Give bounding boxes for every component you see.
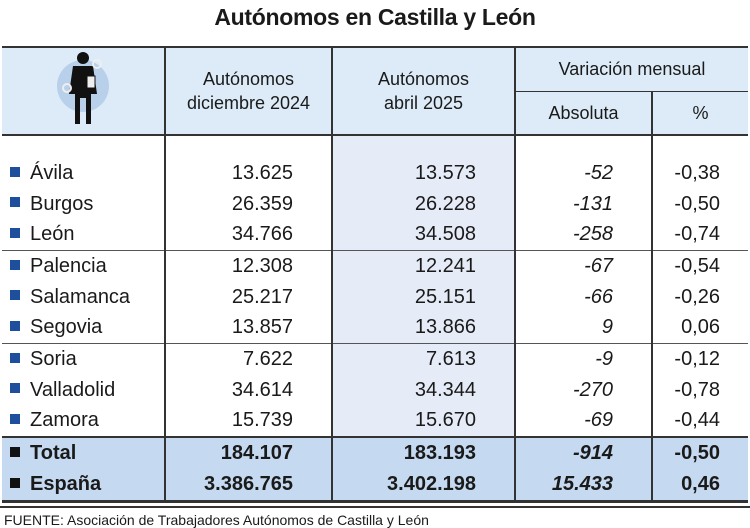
value-abr: 26.228 — [331, 188, 515, 220]
value-pct: 0,46 — [651, 469, 748, 504]
row-name: León — [30, 223, 75, 246]
bullet-icon — [10, 352, 20, 363]
row-name: Soria — [30, 347, 77, 370]
value-abs: -270 — [514, 374, 652, 406]
value-pct: -0,74 — [651, 219, 748, 252]
row-name: España — [30, 473, 102, 496]
value-dic: 15.739 — [164, 405, 332, 438]
total-row: España 3.386.765 3.402.198 15.433 0,46 — [2, 469, 748, 504]
value-abs: -66 — [514, 281, 652, 313]
bullet-icon — [10, 259, 20, 270]
row-name: Salamanca — [30, 285, 131, 308]
header-dic-2024: Autónomos diciembre 2024 — [164, 46, 332, 136]
value-pct: -0,54 — [651, 250, 748, 282]
header-pct: % — [651, 90, 748, 136]
table-row: Burgos 26.359 26.228 -131 -0,50 — [2, 188, 748, 220]
value-abs: -258 — [514, 219, 652, 252]
header-absoluta: Absoluta — [514, 90, 652, 136]
value-pct: -0,44 — [651, 405, 748, 438]
value-abr: 13.573 — [331, 135, 515, 189]
bullet-icon — [10, 383, 20, 394]
total-row: Total 184.107 183.193 -914 -0,50 — [2, 436, 748, 470]
row-name: Burgos — [30, 192, 94, 215]
value-abs: 15.433 — [514, 469, 652, 504]
bullet-icon — [10, 290, 20, 301]
bullet-icon — [10, 166, 20, 177]
bullet-icon — [10, 414, 20, 425]
value-dic: 34.766 — [164, 219, 332, 252]
value-pct: -0,78 — [651, 374, 748, 406]
value-dic: 13.625 — [164, 135, 332, 189]
table-row: León 34.766 34.508 -258 -0,74 — [2, 219, 748, 252]
bullet-icon — [10, 477, 20, 488]
value-dic: 26.359 — [164, 188, 332, 220]
table-row: Palencia 12.308 12.241 -67 -0,54 — [2, 250, 748, 282]
value-abs: -67 — [514, 250, 652, 282]
row-name: Segovia — [30, 316, 103, 339]
value-dic: 184.107 — [164, 436, 332, 470]
value-dic: 25.217 — [164, 281, 332, 313]
table-row: Valladolid 34.614 34.344 -270 -0,78 — [2, 374, 748, 406]
value-pct: -0,26 — [651, 281, 748, 313]
table-row: Segovia 13.857 13.866 9 0,06 — [2, 312, 748, 345]
value-abr: 25.151 — [331, 281, 515, 313]
value-abs: -914 — [514, 436, 652, 470]
value-abr: 15.670 — [331, 405, 515, 438]
value-abr: 7.613 — [331, 343, 515, 375]
row-name: Total — [30, 442, 77, 465]
header-icon-cell — [2, 46, 165, 136]
table-row: Salamanca 25.217 25.151 -66 -0,26 — [2, 281, 748, 313]
value-pct: -0,12 — [651, 343, 748, 375]
page-title: Autónomos en Castilla y León — [214, 4, 536, 30]
source-footer: FUENTE: Asociación de Trabajadores Autón… — [0, 506, 750, 528]
value-dic: 13.857 — [164, 312, 332, 345]
row-name: Ávila — [30, 161, 74, 184]
header-variacion: Variación mensual — [514, 46, 748, 92]
value-abr: 34.344 — [331, 374, 515, 406]
data-table: Autónomos diciembre 2024 Autónomos abril… — [2, 46, 748, 504]
value-pct: -0,50 — [651, 436, 748, 470]
value-dic: 12.308 — [164, 250, 332, 282]
value-pct: -0,50 — [651, 188, 748, 220]
value-dic: 34.614 — [164, 374, 332, 406]
value-abr: 13.866 — [331, 312, 515, 345]
value-abr: 183.193 — [331, 436, 515, 470]
value-abs: -131 — [514, 188, 652, 220]
value-pct: -0,38 — [651, 135, 748, 189]
value-dic: 7.622 — [164, 343, 332, 375]
header-abr-2025: Autónomos abril 2025 — [331, 46, 515, 136]
row-name: Zamora — [30, 409, 99, 432]
value-abs: -69 — [514, 405, 652, 438]
row-name: Palencia — [30, 254, 107, 277]
value-abr: 34.508 — [331, 219, 515, 252]
bullet-icon — [10, 446, 20, 457]
bullet-icon — [10, 227, 20, 238]
row-name: Valladolid — [30, 378, 116, 401]
bullet-icon — [10, 197, 20, 208]
table-row: Soria 7.622 7.613 -9 -0,12 — [2, 343, 748, 375]
table-row: Zamora 15.739 15.670 -69 -0,44 — [2, 405, 748, 438]
value-abs: 9 — [514, 312, 652, 345]
value-abr: 12.241 — [331, 250, 515, 282]
table-row: Ávila 13.625 13.573 -52 -0,38 — [2, 135, 748, 189]
bullet-icon — [10, 321, 20, 331]
value-dic: 3.386.765 — [164, 469, 332, 504]
worker-silhouette-icon — [57, 52, 109, 124]
value-abs: -9 — [514, 343, 652, 375]
value-abs: -52 — [514, 135, 652, 189]
value-abr: 3.402.198 — [331, 469, 515, 504]
value-pct: 0,06 — [651, 312, 748, 345]
